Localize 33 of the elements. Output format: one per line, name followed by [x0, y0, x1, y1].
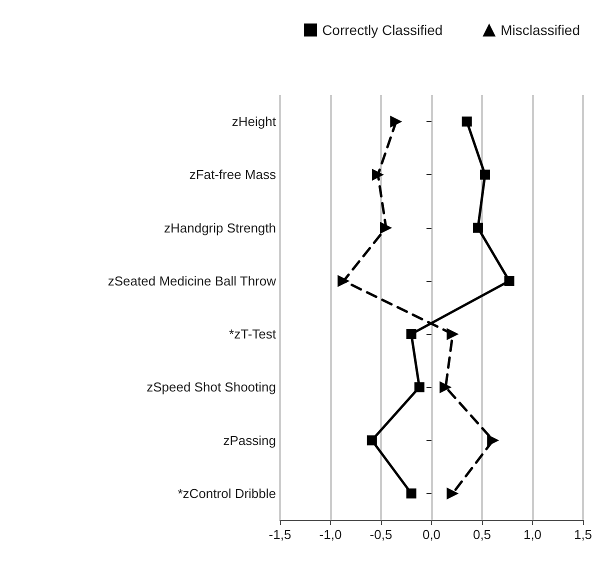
- point: [446, 328, 459, 340]
- point: [472, 222, 483, 233]
- y-tick-label: zSeated Medicine Ball Throw: [108, 273, 277, 288]
- point: [462, 116, 472, 127]
- x-tick-label: 0,0: [422, 527, 441, 542]
- point: [406, 329, 416, 340]
- x-tick-label: -1,0: [319, 527, 342, 542]
- point: [480, 170, 490, 180]
- y-tick-label: zHeight: [232, 114, 276, 130]
- point: [380, 222, 392, 234]
- point: [504, 276, 514, 286]
- point: [390, 116, 402, 128]
- x-tick-label: 1,5: [574, 527, 592, 542]
- point: [487, 434, 500, 446]
- y-tick-label: *zT-Test: [229, 326, 276, 342]
- point: [372, 168, 384, 181]
- x-tick-label: 0,5: [472, 527, 492, 542]
- point: [366, 435, 377, 446]
- point: [338, 274, 350, 287]
- x-tick-label: 1,0: [523, 527, 542, 542]
- point: [414, 382, 424, 392]
- y-tick-label: zFat-free Mass: [189, 167, 276, 182]
- y-tick-label: *zControl Dribble: [178, 486, 276, 501]
- x-tick-label: -0,5: [370, 527, 392, 542]
- y-tick-label: zHandgrip Strength: [164, 220, 276, 236]
- y-tick-label: zPassing: [223, 432, 276, 448]
- point: [406, 488, 416, 498]
- legend-label: Correctly Classified: [322, 22, 443, 38]
- point: [440, 381, 452, 394]
- point: [446, 487, 459, 500]
- y-tick-label: zSpeed Shot Shooting: [146, 380, 276, 395]
- legend-label: Misclassified: [500, 22, 580, 38]
- x-tick-label: -1,5: [268, 527, 292, 542]
